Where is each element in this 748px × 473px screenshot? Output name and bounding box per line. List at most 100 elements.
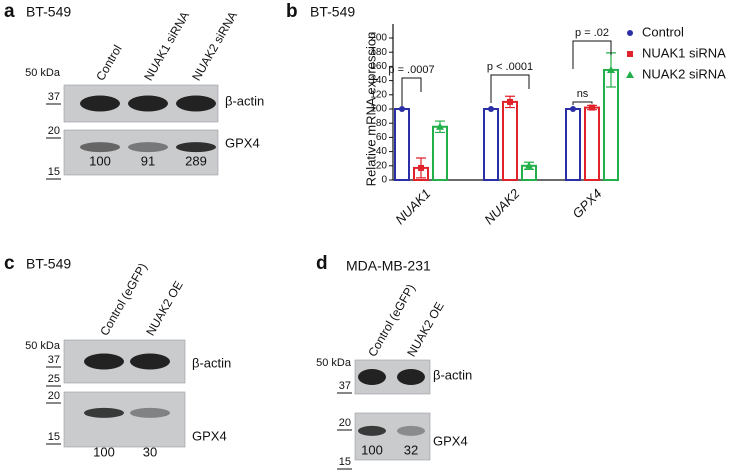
legend-label: Control — [642, 24, 684, 39]
protein-band — [128, 95, 168, 112]
mw-marker: 20 — [339, 417, 351, 429]
cell-line: BT-549 — [26, 4, 71, 20]
bar — [565, 108, 581, 181]
panel-letter: b — [286, 1, 298, 22]
y-tick-label: 140 — [370, 75, 387, 86]
quantification: 100 — [361, 442, 383, 457]
y-tick-label: 20 — [376, 160, 388, 171]
mw-marker: 15 — [48, 431, 60, 443]
x-tick-label: GPX4 — [569, 186, 604, 221]
legend-marker — [626, 71, 634, 78]
protein-label: β-actin — [192, 355, 231, 370]
mw-marker: 50 kDa — [316, 357, 352, 369]
y-tick-label: 200 — [370, 33, 387, 44]
quantification: 100 — [93, 444, 115, 459]
legend-marker — [627, 51, 633, 57]
protein-band — [130, 407, 170, 418]
protein-band — [80, 95, 120, 112]
protein-band — [397, 369, 425, 385]
quantification: 100 — [89, 153, 111, 168]
mw-marker: 37 — [48, 354, 60, 366]
lane-label: NUAK2 OE — [404, 300, 446, 360]
y-tick-label: 120 — [370, 89, 387, 100]
y-tick-label: 40 — [376, 146, 388, 157]
mw-marker: 37 — [339, 380, 351, 392]
protein-label: β-actin — [225, 93, 264, 108]
blot-membrane — [354, 412, 431, 461]
protein-band — [397, 425, 425, 436]
significance-bracket — [572, 101, 593, 105]
mw-marker: 20 — [48, 390, 60, 402]
y-tick-label: 180 — [370, 47, 387, 58]
quantification: 289 — [185, 153, 207, 168]
y-tick-label: 0 — [381, 175, 387, 186]
bar — [394, 108, 410, 181]
data-point — [399, 106, 405, 112]
y-tick-label: 160 — [370, 61, 387, 72]
cell-line: BT-549 — [26, 256, 71, 272]
data-point — [607, 65, 615, 73]
bar — [502, 100, 518, 181]
protein-label: β-actin — [433, 367, 472, 382]
panel-letter: c — [4, 253, 15, 274]
significance-bracket — [490, 74, 530, 103]
y-tick-label: 60 — [376, 132, 388, 143]
quantification: 91 — [141, 153, 155, 168]
x-tick-label: NUAK1 — [392, 186, 433, 227]
data-point — [525, 161, 533, 169]
protein-label: GPX4 — [433, 433, 468, 448]
quantification: 32 — [404, 442, 418, 457]
chart-title: BT-549 — [310, 4, 355, 20]
y-tick-label: 100 — [370, 104, 387, 115]
data-point — [589, 104, 595, 111]
mw-marker: 15 — [48, 166, 60, 178]
quantification: 30 — [143, 444, 157, 459]
protein-band — [128, 142, 168, 153]
data-point — [436, 122, 444, 130]
lane-label: NUAK2 siRNA — [189, 9, 240, 83]
mw-marker: 50 kDa — [25, 340, 61, 352]
legend-marker — [627, 30, 633, 36]
x-tick-label: NUAK2 — [481, 185, 523, 227]
y-tick-label: 80 — [376, 118, 388, 129]
data-point — [488, 106, 494, 112]
significance-bracket — [572, 40, 612, 69]
legend-label: NUAK2 siRNA — [642, 66, 726, 81]
protein-band — [176, 95, 216, 112]
lane-label: NUAK1 siRNA — [141, 9, 192, 83]
bar — [483, 108, 499, 181]
lane-label: NUAK2 OE — [143, 279, 185, 339]
protein-band — [130, 353, 170, 370]
legend-label: NUAK1 siRNA — [642, 45, 726, 60]
protein-band — [176, 142, 216, 153]
protein-label: GPX4 — [225, 135, 260, 150]
mw-marker: 50 kDa — [25, 67, 61, 79]
protein-band — [358, 425, 386, 436]
significance-bracket — [401, 77, 422, 106]
data-point — [507, 98, 513, 105]
significance-label: p = .02 — [575, 27, 609, 39]
y-axis-label: Relative mRNA expression — [363, 32, 378, 187]
protein-band — [358, 369, 386, 385]
protein-band — [84, 353, 124, 370]
significance-label: p < .0001 — [487, 61, 533, 73]
bar — [584, 106, 600, 181]
panel-letter: a — [4, 1, 15, 22]
significance-label: ns — [577, 88, 589, 100]
protein-label: GPX4 — [192, 428, 227, 443]
mw-marker: 15 — [339, 456, 351, 468]
cell-line: MDA-MB-231 — [346, 258, 431, 274]
mw-marker: 20 — [48, 125, 60, 137]
panel-letter: d — [316, 253, 328, 274]
mw-marker: 37 — [48, 91, 60, 103]
data-point — [570, 106, 576, 112]
protein-band — [80, 142, 120, 153]
blot-membrane — [63, 129, 219, 176]
lane-label: Control (eGFP) — [97, 261, 150, 338]
protein-band — [84, 407, 124, 418]
bar — [432, 125, 448, 181]
blot-membrane — [63, 391, 186, 448]
data-point — [418, 164, 424, 171]
significance-label: p = .0007 — [388, 64, 434, 76]
